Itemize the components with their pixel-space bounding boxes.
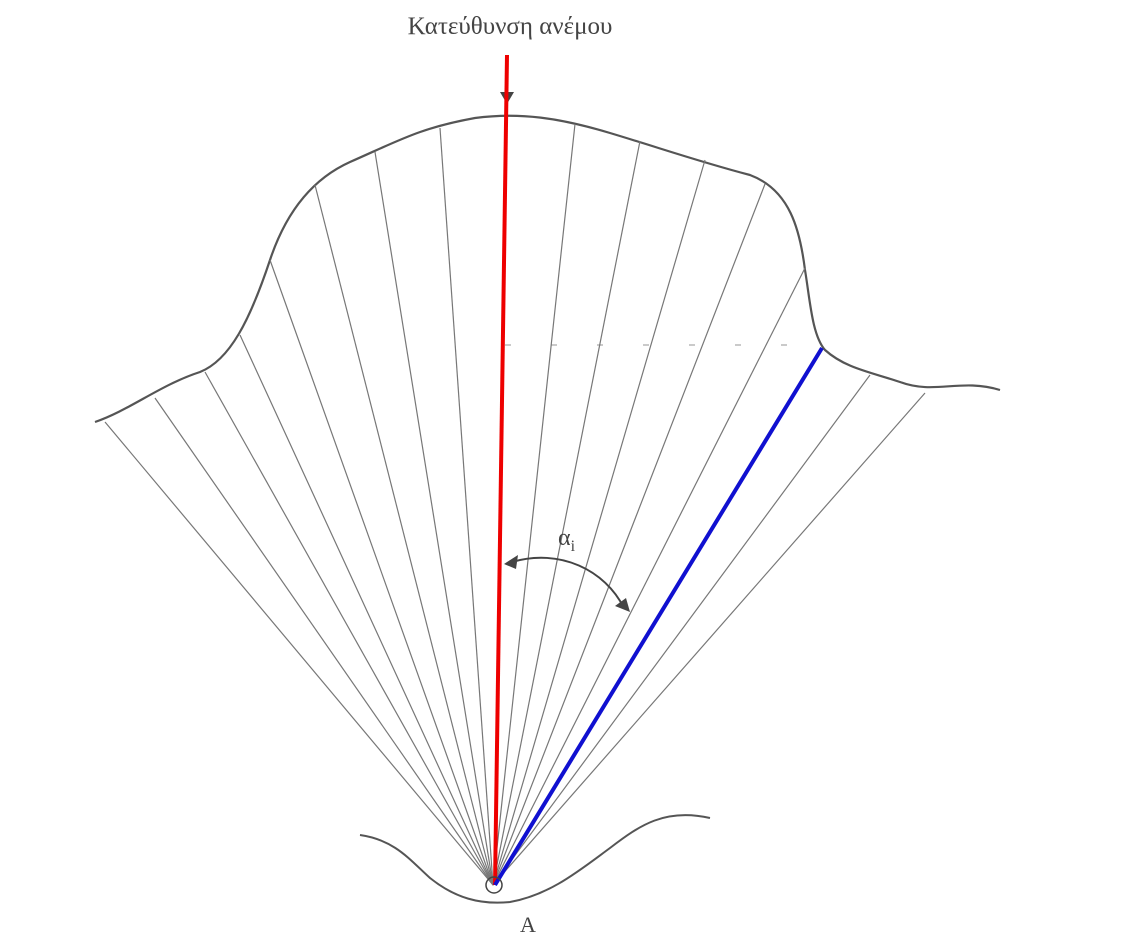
fetch-line [239,334,494,886]
wind-direction-line [493,54,509,886]
point-a [485,876,503,894]
fetch-line [439,127,494,886]
fetch-line [204,371,494,886]
fetch-line [314,184,494,886]
fan-lines [104,123,926,886]
arc-arrowhead [615,598,630,612]
fetch-line [492,183,766,886]
fetch-line [374,151,494,886]
angle-label: αi [558,525,576,555]
angle-subscript: i [571,538,576,555]
coastline [94,114,1001,424]
angle-symbol: α [558,525,571,551]
title: Κατεύθυνση ανέμου [408,13,613,40]
fetch-line [492,374,871,886]
fetch-line [492,392,926,886]
arc-arrowhead [504,555,518,569]
fetch-line [492,159,706,886]
point-label: A [520,912,536,937]
shore-near [359,814,711,904]
angle-arc [511,556,625,609]
fetch-line [104,421,494,886]
fetch-radial [493,346,824,887]
fetch-line [269,259,494,886]
fetch-line [492,123,576,886]
fetch-line [492,140,641,886]
fetch-line [154,397,494,886]
fetch-line [492,267,806,886]
